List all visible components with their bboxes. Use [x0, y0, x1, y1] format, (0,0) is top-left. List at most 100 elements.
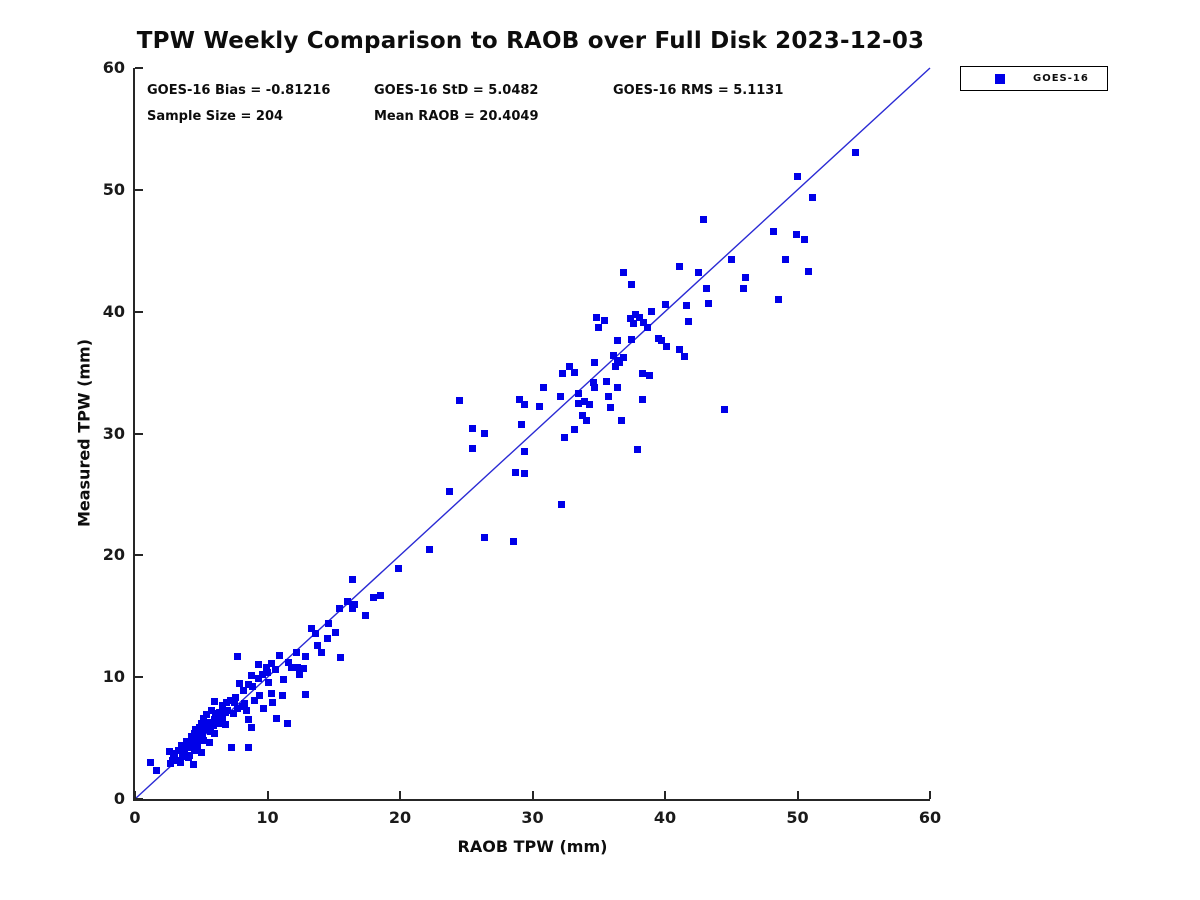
scatter-point: [193, 741, 201, 749]
legend-label: GOES-16: [1033, 73, 1089, 84]
legend-box: GOES-16: [960, 66, 1108, 91]
scatter-point: [633, 445, 641, 453]
scatter-point: [583, 416, 591, 424]
scatter-point: [302, 690, 310, 698]
scatter-point: [425, 545, 433, 553]
scatter-point: [575, 399, 583, 407]
scatter-point: [617, 416, 625, 424]
scatter-point: [727, 255, 735, 263]
scatter-point: [607, 404, 615, 412]
y-tick: [135, 554, 143, 557]
scatter-point: [168, 756, 176, 764]
scatter-point: [560, 433, 568, 441]
y-tick: [135, 432, 143, 435]
scatter-point: [287, 663, 295, 671]
scatter-point: [694, 269, 702, 277]
stat-mean-raob: Mean RAOB = 20.4049: [374, 109, 539, 124]
scatter-point: [721, 405, 729, 413]
scatter-point: [211, 729, 218, 737]
scatter-point: [180, 749, 188, 757]
scatter-point: [628, 336, 636, 344]
scatter-point: [208, 706, 216, 714]
scatter-point: [256, 691, 264, 699]
scatter-point: [278, 691, 286, 699]
scatter-point: [661, 300, 669, 308]
scatter-point: [188, 733, 196, 741]
identity-line: [134, 67, 931, 800]
chart-title: TPW Weekly Comparison to RAOB over Full …: [136, 28, 925, 54]
scatter-point: [638, 395, 646, 403]
scatter-point: [197, 749, 205, 757]
y-tick-label: 20: [102, 545, 125, 565]
scatter-point: [331, 628, 339, 636]
scatter-point: [240, 687, 248, 695]
y-tick: [135, 188, 143, 191]
scatter-point: [275, 651, 283, 659]
scatter-point: [236, 679, 244, 687]
scatter-point: [676, 263, 684, 271]
scatter-point: [323, 634, 331, 642]
scatter-point: [152, 767, 160, 775]
scatter-point: [218, 701, 226, 709]
scatter-point: [218, 716, 226, 724]
scatter-point: [535, 403, 543, 411]
scatter-point: [175, 746, 183, 754]
scatter-point: [221, 721, 229, 729]
scatter-point: [705, 299, 713, 307]
scatter-point: [232, 694, 240, 702]
scatter-point: [203, 711, 211, 719]
scatter-point: [613, 337, 621, 345]
scatter-point: [191, 746, 199, 754]
scatter-point: [852, 148, 860, 156]
scatter-point: [229, 710, 237, 718]
stat-bias: GOES-16 Bias = -0.81216: [147, 83, 331, 98]
scatter-point: [200, 715, 208, 723]
scatter-point: [267, 689, 275, 697]
scatter-point: [264, 668, 271, 676]
reference-line-layer: [134, 67, 931, 800]
scatter-point: [295, 671, 303, 679]
scatter-point: [262, 663, 270, 671]
scatter-point: [620, 269, 628, 277]
y-tick: [135, 67, 143, 69]
scatter-point: [196, 723, 204, 731]
scatter-point: [273, 715, 281, 723]
scatter-point: [267, 660, 275, 668]
scatter-point: [640, 319, 648, 327]
scatter-point: [648, 308, 656, 316]
scatter-point: [636, 314, 644, 322]
scatter-point: [685, 317, 693, 325]
scatter-point: [676, 345, 684, 353]
scatter-point: [782, 255, 790, 263]
scatter-point: [395, 565, 403, 573]
scatter-point: [456, 397, 464, 405]
scatter-point: [248, 672, 256, 680]
scatter-point: [216, 708, 224, 716]
scatter-point: [216, 719, 224, 727]
scatter-point: [294, 663, 302, 671]
scatter-point: [181, 743, 189, 751]
scatter-point: [173, 756, 181, 764]
scatter-point: [260, 705, 268, 713]
scatter-point: [245, 680, 253, 688]
scatter-point: [662, 343, 670, 351]
scatter-point: [307, 624, 315, 632]
scatter-point: [645, 371, 653, 379]
scatter-point: [205, 739, 213, 747]
scatter-point: [699, 215, 707, 223]
scatter-point: [521, 470, 529, 478]
scatter-point: [600, 316, 608, 324]
scatter-point: [681, 353, 689, 361]
scatter-point: [242, 706, 250, 714]
scatter-point: [591, 383, 599, 391]
scatter-point: [271, 666, 279, 674]
scatter-point: [603, 377, 611, 385]
scatter-point: [571, 426, 579, 434]
scatter-point: [249, 683, 257, 691]
scatter-point: [167, 760, 175, 768]
stat-std: GOES-16 StD = 5.0482: [374, 83, 539, 98]
scatter-point: [226, 696, 234, 704]
scatter-point: [559, 370, 567, 378]
scatter-point: [604, 393, 612, 401]
scatter-point: [248, 723, 256, 731]
